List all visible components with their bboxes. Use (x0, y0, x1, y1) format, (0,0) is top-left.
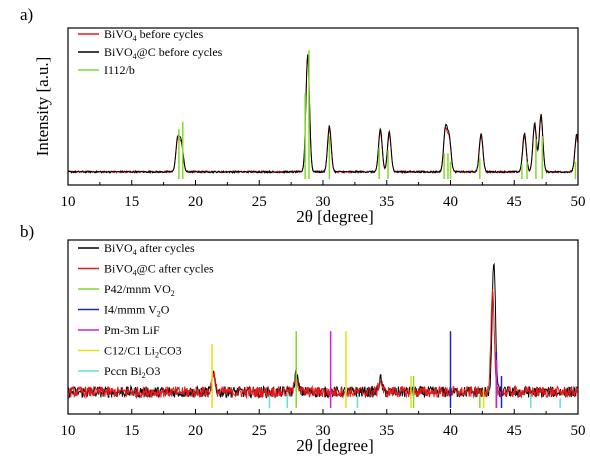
y-axis-label: Intensity [a.u.] (33, 57, 52, 157)
x-axis-label: 2θ [degree] (296, 436, 374, 455)
plot-area (68, 50, 578, 179)
x-tick-label: 45 (507, 194, 522, 210)
x-tick-label: 35 (379, 194, 394, 210)
x-axis-label: 2θ [degree] (296, 207, 374, 226)
legend-entry: BiVO4@C before cycles (78, 45, 223, 61)
series-bivo4-before-cycles (68, 57, 578, 175)
plot-area (68, 262, 578, 408)
legend-label: I112/b (104, 63, 135, 77)
x-tick-label: 50 (571, 194, 586, 210)
legend-entry: BiVO4@C after cycles (78, 262, 214, 278)
series-bivo4@c-after-cycles (68, 288, 578, 400)
x-tick-label: 45 (507, 423, 522, 439)
legend-label: I4/mmm V2O (104, 303, 170, 319)
series-pccn-bi2o3 (268, 392, 561, 408)
series-bivo4@c-before-cycles (68, 54, 578, 175)
legend-label: Pccn Bi2O3 (104, 364, 160, 380)
legend-entry: BiVO4 before cycles (78, 27, 204, 43)
series-c12-c1-li2co3 (211, 331, 485, 408)
legend-label: BiVO4@C before cycles (104, 45, 223, 61)
x-tick-label: 15 (124, 423, 139, 439)
x-tick-label: 10 (61, 423, 76, 439)
legend-label: C12/C1 Li2CO3 (104, 344, 182, 360)
x-tick-label: 35 (379, 423, 394, 439)
legend-entry: C12/C1 Li2CO3 (78, 344, 182, 360)
panel-label: a) (20, 5, 33, 24)
legend-entry: P42/mnm VO2 (78, 282, 175, 298)
legend-label: Pm-3m LiF (104, 323, 160, 337)
x-tick-label: 40 (443, 194, 458, 210)
x-tick-label: 40 (443, 423, 458, 439)
legend-entry: I112/b (78, 63, 135, 77)
legend-label: BiVO4 before cycles (104, 27, 204, 43)
x-tick-label: 10 (61, 194, 76, 210)
panel-label: b) (20, 222, 34, 241)
legend-entry: BiVO4 after cycles (78, 241, 195, 257)
legend-entry: I4/mmm V2O (78, 303, 170, 319)
series-p42-mnm-vo2 (295, 331, 481, 408)
x-tick-label: 15 (124, 194, 139, 210)
panel-a: a) 10 15 20 25 30 35 40 45 50 2θ [degree] Intensity… (20, 5, 586, 226)
panel-b: b) 10 15 20 25 30 35 40 45 50 2θ [degree] BiVO4 aft… (20, 222, 586, 455)
legend-label: BiVO4@C after cycles (104, 262, 214, 278)
legend-entry: Pccn Bi2O3 (78, 364, 160, 380)
legend-label: BiVO4 after cycles (104, 241, 195, 257)
series-pm-3m-lif (329, 331, 498, 408)
legend: BiVO4 after cycles BiVO4@C after cycles P4… (78, 241, 214, 380)
x-tick-label: 25 (252, 423, 267, 439)
legend-label: P42/mnm VO2 (104, 282, 175, 298)
x-tick-label: 20 (188, 423, 203, 439)
legend: BiVO4 before cycles BiVO4@C before cycles… (78, 27, 223, 77)
x-tick-label: 30 (316, 194, 331, 210)
x-tick-label: 30 (316, 423, 331, 439)
series-bivo4-after-cycles (68, 262, 578, 399)
x-tick-label: 25 (252, 194, 267, 210)
series-i112-b (178, 50, 577, 179)
x-tick-label: 20 (188, 194, 203, 210)
legend-entry: Pm-3m LiF (78, 323, 160, 337)
x-tick-label: 50 (571, 423, 586, 439)
